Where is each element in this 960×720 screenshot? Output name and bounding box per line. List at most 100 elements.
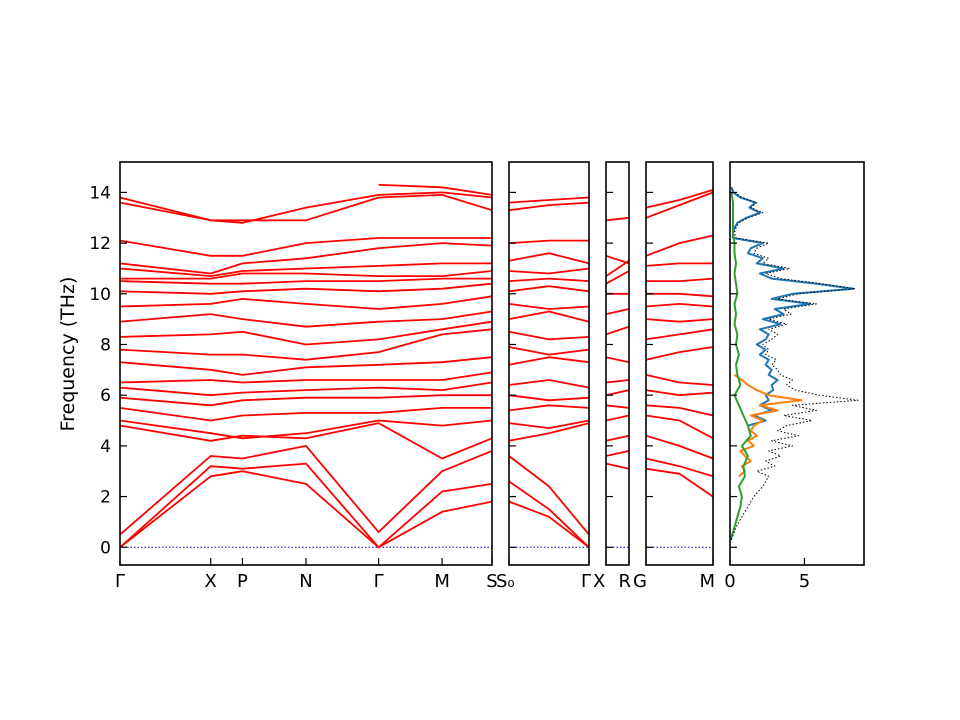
band-line [508, 201, 590, 212]
qpoint-label: X [205, 571, 217, 592]
band-line [508, 419, 590, 430]
band-line [508, 356, 590, 366]
band-line [605, 216, 630, 222]
band-panel-frame [605, 161, 630, 566]
band-line [508, 196, 590, 204]
band-line [119, 419, 493, 440]
band-line [119, 242, 493, 275]
band-line [119, 320, 493, 346]
qpoint-label: M [434, 571, 450, 592]
band-line [119, 470, 493, 549]
y-axis-label: Frequency (THz) [57, 277, 79, 432]
y-tick-label: 14 [89, 183, 111, 203]
band-line [605, 462, 630, 470]
band-line [508, 346, 590, 356]
band-line [645, 328, 714, 341]
band-line [645, 189, 714, 209]
band-line [508, 480, 590, 548]
band-line [605, 404, 630, 409]
qpoint-label: X [593, 571, 605, 592]
band-line [119, 371, 493, 384]
band-line [645, 234, 714, 257]
qpoint-label: S [486, 571, 497, 592]
band-line [645, 346, 714, 361]
band-line [508, 394, 590, 402]
band-line [119, 462, 493, 549]
qpoint-label: Γ [374, 571, 384, 592]
band-line [508, 285, 590, 293]
qpoint-label: N [299, 571, 312, 592]
y-tick-label: 8 [100, 335, 111, 355]
band-line [120, 270, 493, 280]
band-line [508, 404, 590, 412]
band-line [645, 457, 714, 478]
band-line [119, 328, 493, 361]
band-line [119, 444, 493, 536]
band-line [508, 330, 590, 341]
band-line [508, 239, 589, 244]
qpoint-label: Γ [581, 571, 591, 592]
qpoint-label: R [618, 571, 631, 592]
y-tick-label: 6 [100, 386, 111, 406]
partial-dos-line [730, 187, 855, 427]
band-line [508, 267, 590, 275]
band-line [508, 277, 590, 282]
band-line [605, 434, 630, 442]
band-line [378, 183, 493, 196]
band-line [605, 379, 630, 384]
band-line [645, 414, 714, 440]
band-line [605, 414, 630, 422]
band-line [119, 310, 493, 328]
y-tick-label: 10 [89, 285, 111, 305]
qpoint-label: S₀ [496, 571, 515, 592]
band-line [605, 325, 630, 336]
y-tick-label: 0 [100, 538, 111, 558]
band-line [119, 356, 493, 376]
y-tick-label: 2 [100, 488, 111, 508]
band-line [605, 308, 630, 315]
band-line [645, 389, 714, 397]
y-tick-label: 12 [89, 234, 111, 254]
qpoint-label: Γ [115, 571, 125, 592]
qpoint-label: G [633, 571, 647, 592]
dos-panel-frame [729, 161, 865, 566]
dos-x-tick-label: 5 [799, 571, 810, 592]
total-dos-line [731, 187, 859, 540]
band-line [508, 500, 590, 549]
band-line [508, 252, 590, 265]
band-line [605, 356, 630, 364]
band-line [119, 237, 492, 257]
dos-x-tick-label: 0 [724, 571, 735, 592]
band-line [508, 455, 590, 536]
y-tick-label: 4 [100, 437, 111, 457]
band-line [119, 277, 492, 285]
band-line [119, 406, 492, 422]
band-line [119, 262, 492, 278]
partial-dos-line [733, 374, 803, 478]
band-line [605, 389, 630, 397]
band-line [508, 379, 590, 389]
partial-dos-line [729, 192, 752, 540]
band-line [605, 254, 630, 265]
band-line [645, 434, 714, 460]
band-line [645, 374, 714, 386]
qpoint-label: P [237, 571, 248, 592]
band-line [605, 270, 630, 285]
band-line [119, 295, 493, 310]
band-line [508, 422, 590, 442]
band-line [508, 303, 590, 310]
band-line [605, 260, 630, 277]
band-panel-0: 0 2 4 6 8 10 12 14 Γ X P N Γ M S [89, 161, 498, 592]
qpoint-label: M [699, 571, 715, 592]
band-panel-1: S₀ Γ [496, 161, 591, 592]
band-line [646, 277, 714, 283]
band-line [645, 467, 714, 498]
band-line [119, 381, 493, 397]
band-line [119, 422, 493, 460]
band-line [645, 302, 714, 308]
band-line [645, 262, 713, 267]
